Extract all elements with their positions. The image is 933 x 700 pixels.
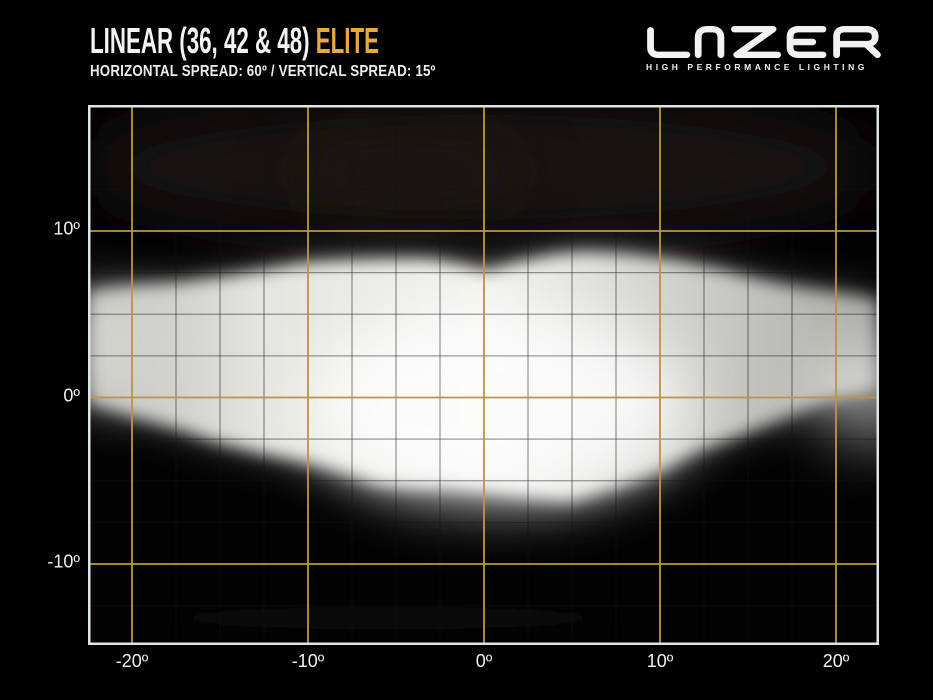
logo-letter-r: [837, 29, 878, 55]
x-tick-label: 20º: [823, 651, 850, 672]
page-subtitle: HORIZONTAL SPREAD: 60º / VERTICAL SPREAD…: [90, 63, 491, 81]
lazer-logo-icon: [646, 26, 882, 58]
logo-letter-a: [698, 29, 721, 55]
x-tick-label: -10º: [292, 651, 325, 672]
x-tick-label: -20º: [116, 651, 149, 672]
y-tick-label: -10º: [47, 552, 80, 573]
logo-letter-e: [790, 29, 823, 55]
x-tick-label: 10º: [647, 651, 674, 672]
page-title-main: LINEAR (36, 42 & 48): [90, 20, 316, 61]
beam-hotspot: [308, 308, 688, 501]
x-tick-label: 0º: [476, 651, 493, 672]
logo-letter-l: [651, 30, 687, 55]
logo-tagline: HIGH PERFORMANCE LIGHTING: [646, 62, 882, 72]
lazer-logo: HIGH PERFORMANCE LIGHTING: [646, 26, 882, 72]
page: LINEAR (36, 42 & 48) ELITE HORIZONTAL SP…: [0, 0, 933, 700]
page-title: LINEAR (36, 42 & 48) ELITE: [90, 22, 379, 60]
beam-chart-canvas: [88, 105, 879, 645]
photo-artifact-top-tint: [288, 135, 528, 211]
y-tick-label: 10º: [53, 219, 80, 240]
beam-pattern-chart: [88, 105, 879, 645]
header: LINEAR (36, 42 & 48) ELITE HORIZONTAL SP…: [90, 22, 556, 81]
photo-artifact-bottom-streak: [98, 612, 678, 624]
page-title-accent: ELITE: [316, 20, 379, 61]
logo-letter-z: [735, 29, 778, 55]
y-tick-label: 0º: [63, 385, 80, 406]
